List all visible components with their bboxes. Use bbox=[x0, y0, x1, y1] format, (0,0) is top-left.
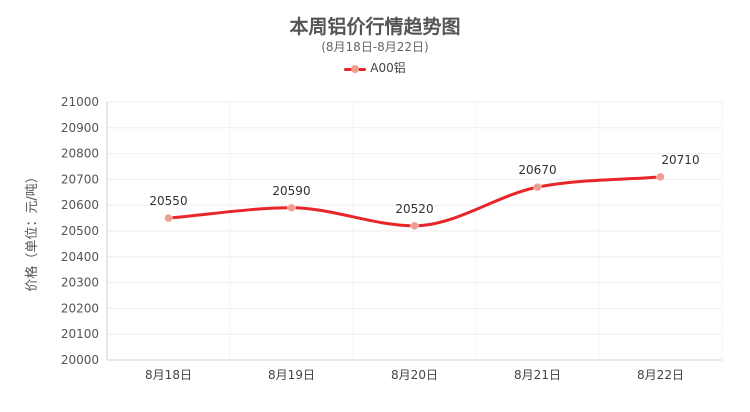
x-tick-label: 8月18日 bbox=[145, 368, 192, 382]
data-point bbox=[287, 203, 296, 213]
data-label: 20520 bbox=[395, 202, 433, 216]
y-tick-label: 20800 bbox=[61, 147, 99, 161]
y-tick-label: 20900 bbox=[61, 121, 99, 135]
x-tick-label: 8月20日 bbox=[391, 368, 438, 382]
y-tick-label: 20300 bbox=[61, 276, 99, 290]
legend-swatch bbox=[344, 64, 367, 74]
legend[interactable]: A00铝 bbox=[0, 59, 750, 76]
y-tick-label: 20200 bbox=[61, 301, 99, 315]
data-point bbox=[164, 213, 173, 223]
chart-title: 本周铝价行情趋势图 bbox=[289, 16, 461, 38]
chart-subtitle: (8月18日-8月22日) bbox=[321, 40, 429, 54]
y-tick-label: 20500 bbox=[61, 224, 99, 238]
data-label: 20590 bbox=[272, 184, 310, 198]
y-tick-label: 21000 bbox=[61, 95, 99, 109]
x-tick-label: 8月19日 bbox=[268, 368, 315, 382]
data-point bbox=[533, 182, 542, 192]
y-tick-label: 20600 bbox=[61, 198, 99, 212]
data-point bbox=[410, 221, 419, 231]
data-label: 20670 bbox=[518, 163, 556, 177]
y-tick-label: 20100 bbox=[61, 327, 99, 341]
y-axis-title: 价格（单位：元/吨） bbox=[24, 170, 40, 291]
x-tick-label: 8月21日 bbox=[514, 368, 561, 382]
y-tick-label: 20400 bbox=[61, 250, 99, 264]
data-label: 20550 bbox=[149, 194, 187, 208]
legend-label: A00铝 bbox=[370, 61, 406, 75]
data-label: 20710 bbox=[661, 153, 699, 167]
data-point bbox=[656, 172, 665, 182]
y-tick-label: 20700 bbox=[61, 172, 99, 186]
y-tick-label: 20000 bbox=[61, 353, 99, 367]
x-tick-label: 8月22日 bbox=[637, 368, 684, 382]
